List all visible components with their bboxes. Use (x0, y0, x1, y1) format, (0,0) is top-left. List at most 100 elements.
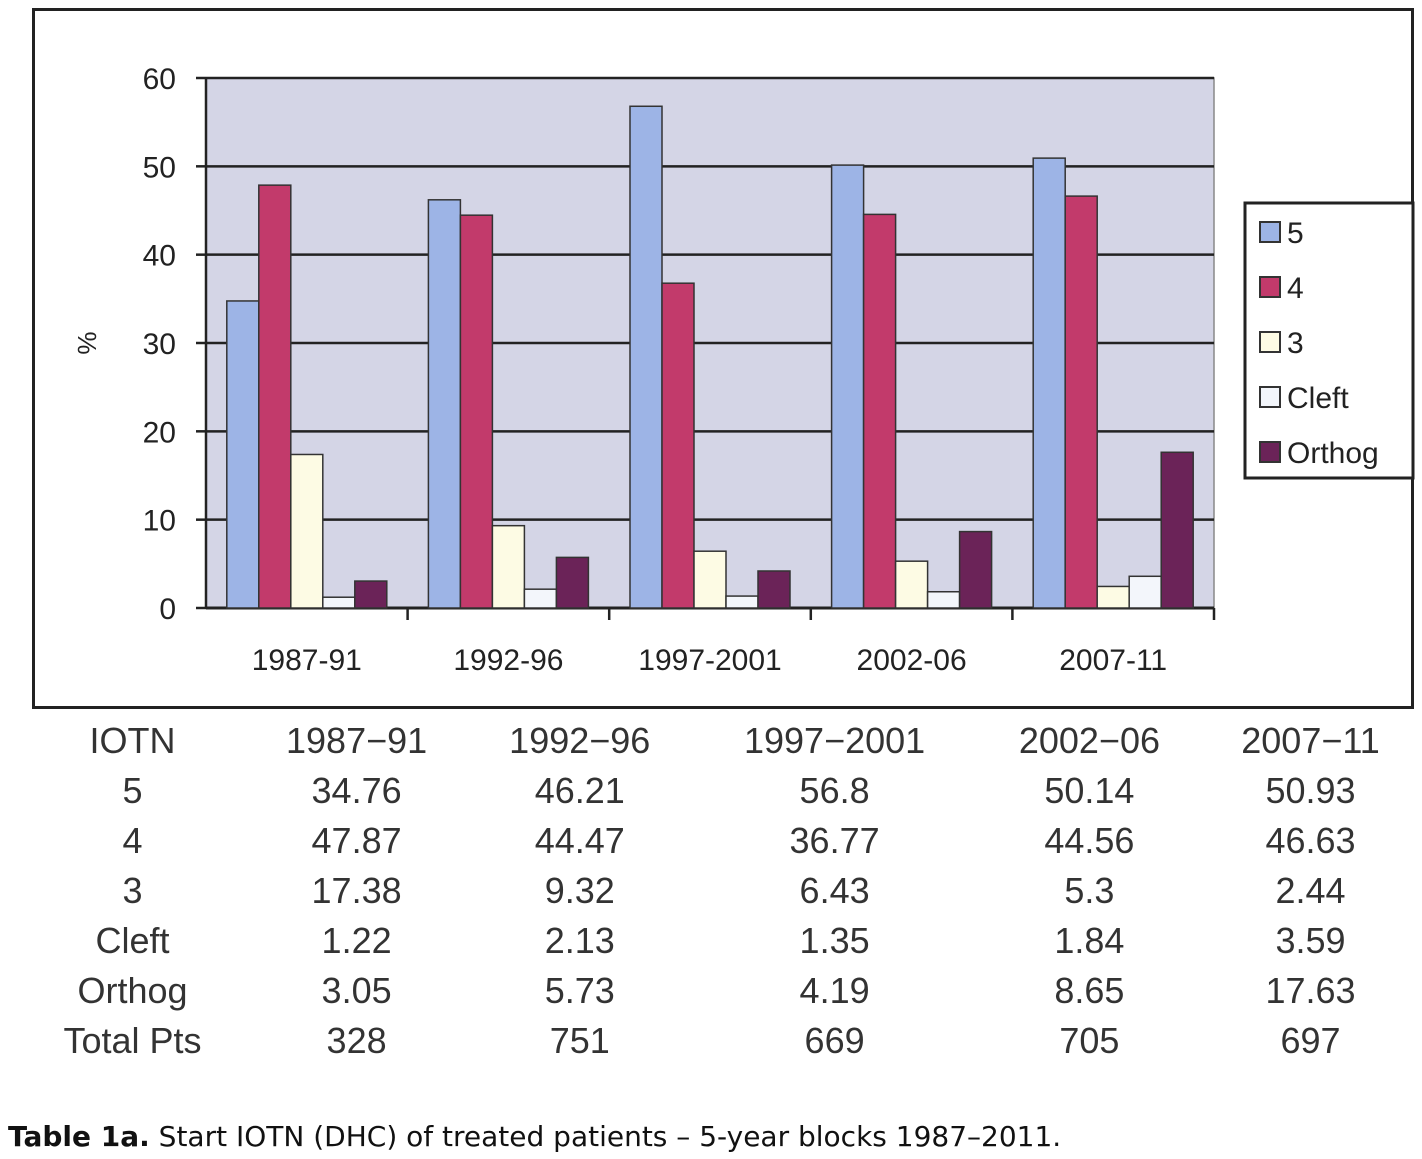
table-body: IOTN 1987−91 1992−96 1997−2001 2002−06 2007−1… (20, 716, 1420, 1066)
table-header-cell: 1992−96 (509, 720, 651, 761)
bar-cleft-3 (926, 590, 961, 609)
table-cell: Cleft (95, 920, 170, 961)
table-cell: 36.77 (789, 820, 880, 861)
y-tick-label: 10 (143, 505, 176, 538)
legend-label: Orthog (1287, 437, 1379, 470)
legend-swatch-4 (1259, 276, 1281, 298)
table-cell: 8.65 (1054, 970, 1125, 1011)
table-cell: 6.43 (799, 870, 870, 911)
table-cell: 17.63 (1265, 970, 1356, 1011)
x-tick-label: 1987-91 (252, 644, 362, 677)
bar-orthog-4 (1160, 451, 1194, 609)
legend-label: 4 (1287, 272, 1304, 305)
table-cell: 5.73 (544, 970, 615, 1011)
table-row: Total Pts 328 751 669 705 697 (20, 1016, 1420, 1066)
table-header-cell: IOTN (89, 720, 176, 761)
table-cell: 5.3 (1064, 870, 1115, 911)
x-tick-label: 2007-11 (1059, 644, 1167, 677)
bar-orthog-2 (757, 570, 791, 609)
table-header-row: IOTN 1987−91 1992−96 1997−2001 2002−06 2007−1… (20, 716, 1420, 766)
legend-label: 5 (1287, 217, 1304, 250)
table-row: 5 34.76 46.21 56.8 50.14 50.93 (20, 766, 1420, 816)
y-tick-label: 40 (143, 240, 176, 273)
table-cell: 47.87 (311, 820, 402, 861)
bar-3-2 (693, 550, 727, 609)
table-header-cell: 1987−91 (286, 720, 428, 761)
table-cell: Total Pts (63, 1020, 202, 1061)
y-tick-label: 50 (143, 151, 176, 184)
bar-5-0 (226, 300, 260, 609)
table-cell: 50.93 (1265, 770, 1356, 811)
table-cell: Orthog (77, 970, 188, 1011)
legend-swatch-3 (1259, 331, 1281, 353)
bar-5-3 (830, 164, 865, 609)
bar-4-4 (1064, 195, 1098, 609)
bar-4-3 (862, 213, 897, 609)
y-tick-label: 20 (143, 416, 176, 449)
table-row: Cleft 1.22 2.13 1.35 1.84 3.59 (20, 916, 1420, 966)
table-row: 4 47.87 44.47 36.77 44.56 46.63 (20, 816, 1420, 866)
caption-text: Start IOTN (DHC) of treated patients – 5… (149, 1120, 1062, 1153)
bar-5-2 (629, 105, 663, 609)
bar-cleft-0 (322, 596, 356, 609)
table-row: 3 17.38 9.32 6.43 5.3 2.44 (20, 866, 1420, 916)
y-tick-label: 0 (159, 593, 176, 626)
legend-swatch-orthog (1259, 441, 1281, 463)
table-header-cell: 1997−2001 (743, 720, 926, 761)
caption-label: Table 1a. (8, 1120, 150, 1153)
bar-4-1 (459, 214, 494, 609)
table-cell: 44.47 (534, 820, 625, 861)
table-cell: 2.44 (1275, 870, 1346, 911)
bar-4-2 (661, 282, 695, 609)
table-cell: 44.56 (1044, 820, 1135, 861)
table-cell: 2.13 (544, 920, 615, 961)
table-cell: 1.35 (799, 920, 870, 961)
table-cell: 50.14 (1044, 770, 1135, 811)
table-cell: 1.84 (1054, 920, 1125, 961)
table-cell: 1.22 (321, 920, 392, 961)
table-cell: 697 (1280, 1020, 1341, 1061)
table-cell: 56.8 (799, 770, 870, 811)
bar-3-1 (491, 524, 526, 609)
bar-orthog-3 (958, 530, 993, 609)
table-cell: 17.38 (311, 870, 402, 911)
bar-3-4 (1096, 585, 1130, 609)
legend-label: 3 (1287, 327, 1304, 360)
bar-5-4 (1032, 157, 1066, 609)
table-row: Orthog 3.05 5.73 4.19 8.65 17.63 (20, 966, 1420, 1016)
caption: Table 1a. Start IOTN (DHC) of treated pa… (8, 1120, 1061, 1153)
table-cell: 3.05 (321, 970, 392, 1011)
data-table: IOTN 1987−91 1992−96 1997−2001 2002−06 2007−1… (20, 716, 1420, 1066)
bar-5-1 (427, 199, 462, 609)
table-header-cell: 2007−11 (1241, 720, 1380, 761)
y-tick-label: 30 (143, 328, 176, 361)
table-cell: 4.19 (799, 970, 870, 1011)
table-cell: 46.21 (534, 770, 625, 811)
table-cell: 328 (326, 1020, 387, 1061)
bar-cleft-2 (725, 595, 759, 609)
table-cell: 3 (122, 870, 143, 911)
x-tick-label: 1992-96 (453, 644, 563, 677)
table-cell: 751 (549, 1020, 610, 1061)
table-cell: 705 (1059, 1020, 1120, 1061)
bar-cleft-4 (1128, 575, 1162, 609)
bar-4-0 (258, 184, 292, 609)
table-header-cell: 2002−06 (1018, 720, 1160, 761)
table-cell: 4 (122, 820, 143, 861)
y-tick-label: 60 (143, 63, 176, 96)
bar-cleft-1 (523, 588, 558, 609)
y-axis-label: % (72, 331, 102, 354)
table-cell: 46.63 (1265, 820, 1356, 861)
bar-3-3 (894, 560, 929, 609)
bar-3-0 (290, 453, 324, 609)
table-cell: 669 (804, 1020, 865, 1061)
bar-orthog-0 (354, 580, 388, 609)
x-tick-label: 1997-2001 (638, 644, 781, 677)
bar-orthog-1 (555, 556, 590, 609)
table-cell: 3.59 (1275, 920, 1346, 961)
table-cell: 9.32 (544, 870, 615, 911)
table-cell: 5 (122, 770, 143, 811)
x-tick-label: 2002-06 (857, 644, 967, 677)
legend-swatch-5 (1259, 221, 1281, 243)
legend-swatch-cleft (1259, 386, 1281, 408)
